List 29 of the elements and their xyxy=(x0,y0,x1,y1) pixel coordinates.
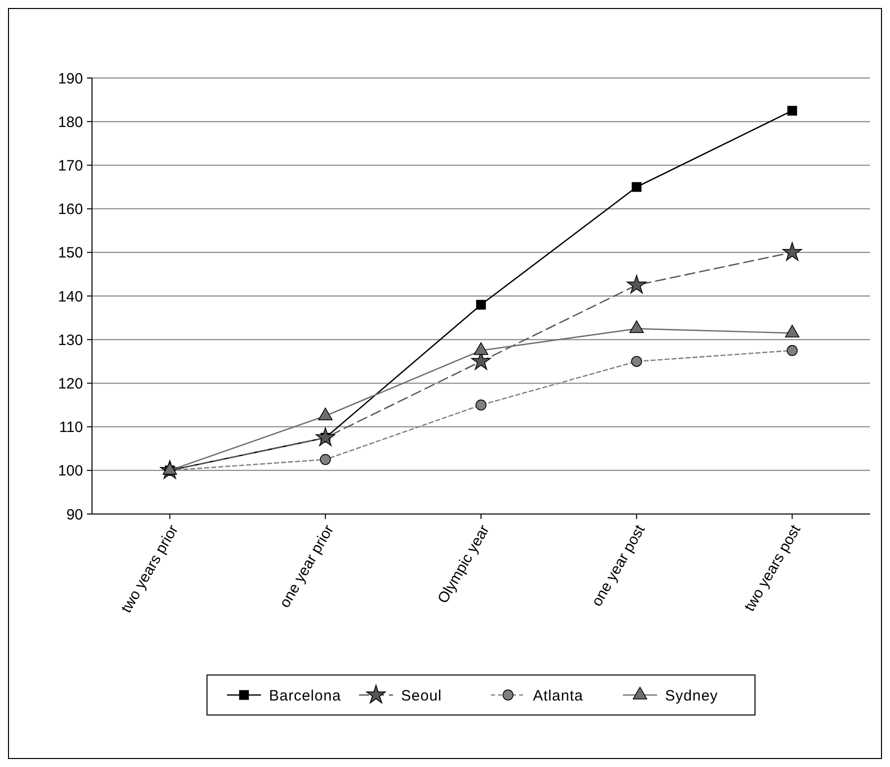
y-tick-label: 170 xyxy=(58,157,83,174)
point xyxy=(476,300,486,310)
legend-label: Atlanta xyxy=(533,687,584,704)
point xyxy=(320,454,331,465)
y-tick-label: 120 xyxy=(58,375,83,392)
point xyxy=(629,320,644,334)
y-tick-label: 190 xyxy=(58,70,83,88)
legend-label: Seoul xyxy=(401,687,442,704)
legend-label: Barcelona xyxy=(269,687,342,704)
y-tick-label: 180 xyxy=(58,114,83,131)
point xyxy=(474,342,488,355)
point xyxy=(476,400,486,410)
y-tick-label: 90 xyxy=(66,506,83,524)
point xyxy=(782,242,802,261)
point xyxy=(631,356,642,367)
point xyxy=(786,345,798,356)
y-tick-label: 130 xyxy=(58,332,83,349)
point xyxy=(316,427,336,446)
point xyxy=(785,324,800,338)
y-tick-label: 160 xyxy=(58,201,83,218)
y-tick-label: 100 xyxy=(58,462,83,480)
y-tick-label: 110 xyxy=(59,419,83,436)
point xyxy=(787,106,798,116)
point xyxy=(318,408,333,420)
y-tick-label: 150 xyxy=(58,244,83,262)
point xyxy=(626,274,646,294)
legend-label: Sydney xyxy=(665,687,718,704)
point xyxy=(632,182,642,192)
y-tick-label: 140 xyxy=(58,288,83,306)
